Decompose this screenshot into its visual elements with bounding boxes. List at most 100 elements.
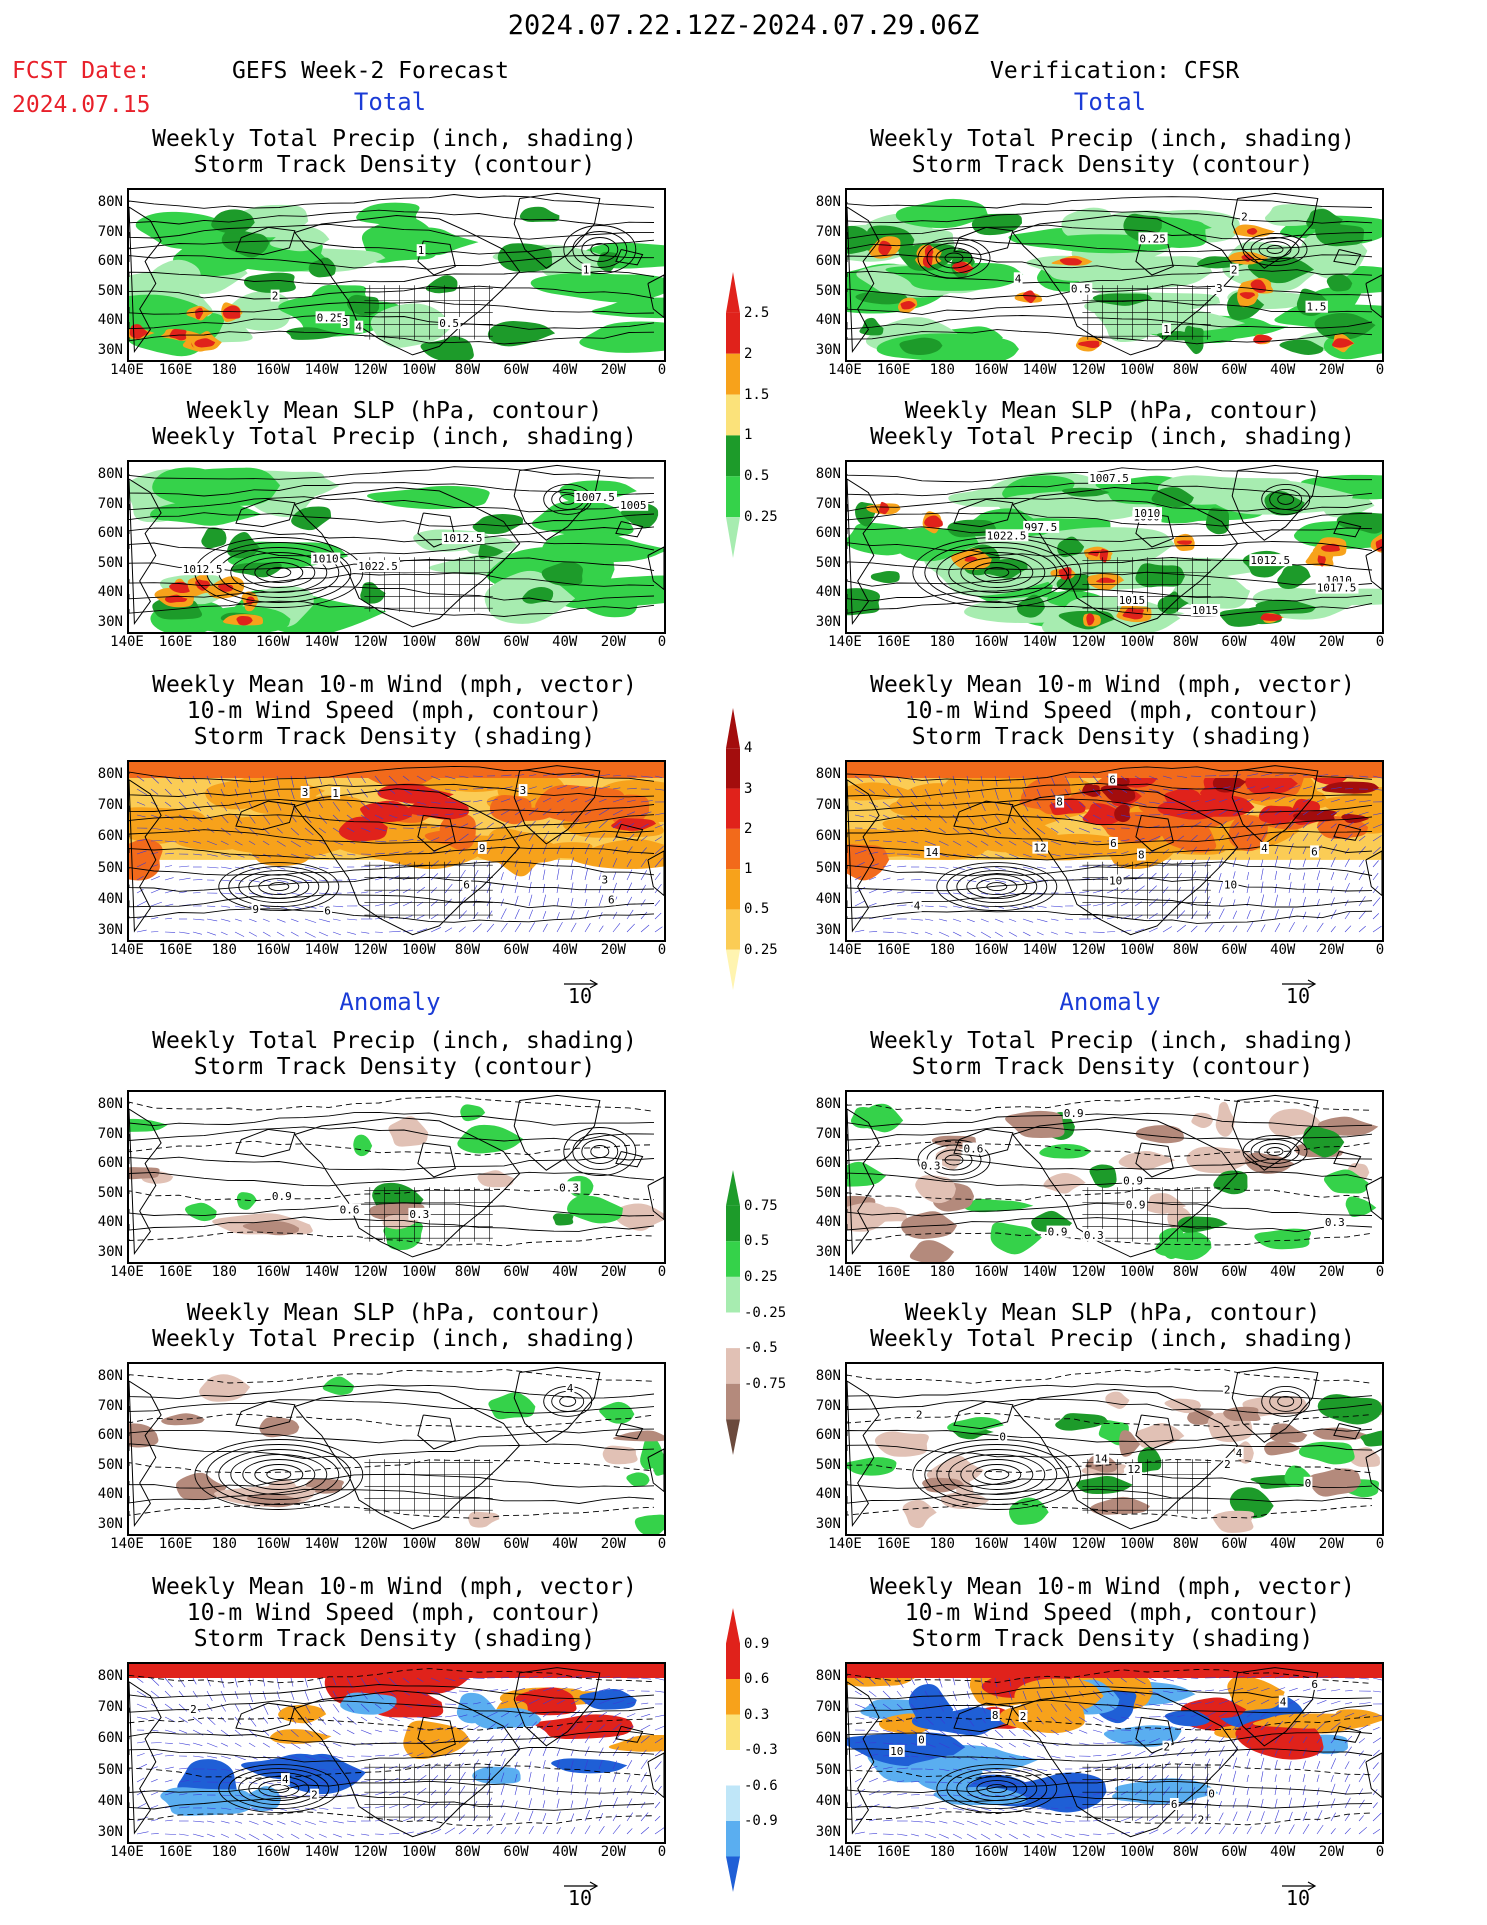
wind-vector bbox=[304, 892, 313, 895]
lon-tick-label: 20W bbox=[1318, 362, 1344, 378]
wind-vector bbox=[570, 897, 574, 907]
wind-vector bbox=[304, 918, 317, 923]
wind-vector bbox=[1106, 1729, 1115, 1732]
wind-vector bbox=[1330, 1749, 1336, 1757]
lat-tick-label: 30N bbox=[97, 1516, 123, 1532]
wind-vector bbox=[206, 1807, 216, 1809]
lon-tick-label: 100W bbox=[401, 1536, 436, 1552]
coastline bbox=[1231, 1094, 1319, 1171]
wind-vector bbox=[542, 797, 552, 803]
wind-vector bbox=[584, 810, 592, 816]
coastline bbox=[513, 1667, 601, 1747]
shading-patch bbox=[1187, 1408, 1215, 1425]
lat-tick-label: 70N bbox=[97, 223, 123, 240]
wind-vector bbox=[486, 1773, 491, 1783]
contour-line bbox=[129, 1763, 655, 1780]
wind-vector bbox=[360, 1833, 370, 1836]
wind-vector bbox=[1358, 1788, 1364, 1796]
wind-vector bbox=[1120, 1763, 1132, 1770]
contour-label: 2 bbox=[1231, 264, 1238, 277]
wind-vector bbox=[626, 1785, 632, 1796]
lon-tick-label: 40W bbox=[552, 634, 578, 650]
wind-vector bbox=[472, 885, 478, 894]
shading-patch bbox=[900, 300, 916, 310]
wind-vector bbox=[332, 853, 343, 857]
wind-vector bbox=[1036, 931, 1044, 936]
wind-vector bbox=[150, 1791, 159, 1796]
wind-vector bbox=[1372, 846, 1381, 855]
wind-vector bbox=[332, 775, 337, 786]
wind-vector bbox=[654, 1785, 662, 1796]
wind-vector bbox=[542, 1698, 554, 1705]
contour-line bbox=[129, 1188, 655, 1202]
wind-vector bbox=[910, 931, 919, 935]
wind-vector bbox=[1120, 1752, 1131, 1757]
contour-line bbox=[847, 877, 1373, 892]
wind-vector bbox=[952, 1807, 964, 1811]
shading-patch bbox=[519, 206, 560, 222]
wind-vector bbox=[980, 1833, 991, 1840]
wind-vector bbox=[402, 901, 412, 907]
closed-contour bbox=[948, 552, 1046, 593]
wind-vector bbox=[262, 892, 273, 896]
wind-vector bbox=[1176, 824, 1185, 829]
shading-patch bbox=[874, 1431, 929, 1457]
wind-vector bbox=[994, 853, 1005, 859]
wind-vector bbox=[1344, 899, 1349, 907]
wind-vector bbox=[966, 1742, 976, 1749]
contour-line bbox=[847, 1412, 1373, 1428]
wind-vector bbox=[1330, 1711, 1342, 1718]
wind-vector bbox=[1050, 1820, 1062, 1824]
panel-title-line: Weekly Mean 10-m Wind (mph, vector) bbox=[152, 672, 637, 698]
wind-vector bbox=[1372, 1727, 1380, 1731]
wind-vector bbox=[136, 801, 146, 806]
panel-title-line: Weekly Mean 10-m Wind (mph, vector) bbox=[152, 1574, 637, 1600]
wind-vector bbox=[1358, 1826, 1367, 1835]
wind-vector bbox=[1064, 1820, 1075, 1823]
coastline bbox=[647, 274, 664, 319]
wind-vector bbox=[234, 1781, 244, 1784]
wind-vector bbox=[248, 1729, 257, 1738]
contour-line bbox=[847, 299, 1373, 315]
wind-vector bbox=[276, 827, 283, 834]
wind-vector bbox=[1050, 1768, 1059, 1770]
wind-vector bbox=[1232, 1699, 1243, 1705]
contour-line bbox=[129, 1717, 655, 1731]
wind-vector bbox=[556, 921, 563, 933]
wind-vector bbox=[1316, 1700, 1327, 1705]
wind-vector bbox=[938, 788, 943, 798]
wind-vector bbox=[896, 1767, 909, 1770]
colorbar-storm_anom bbox=[726, 1608, 740, 1896]
wind-vector bbox=[1092, 1677, 1101, 1688]
lon-tick-label: 140W bbox=[1022, 362, 1057, 378]
shading-patch bbox=[907, 1755, 983, 1792]
wind-vector bbox=[416, 775, 427, 782]
wind-vector bbox=[952, 775, 956, 786]
wind-vector bbox=[1288, 833, 1294, 842]
shading-patch bbox=[878, 501, 890, 515]
colorbar-tick-label: 0.25 bbox=[744, 509, 778, 526]
wind-vector bbox=[136, 1831, 149, 1835]
wind-vector bbox=[1190, 1701, 1202, 1705]
wind-vector bbox=[360, 904, 371, 907]
wind-vector bbox=[500, 774, 512, 777]
wind-vector bbox=[178, 1742, 191, 1746]
wind-vector bbox=[346, 1716, 357, 1725]
lon-tick-label: 20W bbox=[600, 1536, 626, 1552]
wind-vector bbox=[164, 1766, 174, 1770]
panel-title-line: Weekly Mean SLP (hPa, contour) bbox=[904, 1300, 1321, 1326]
coastline bbox=[513, 192, 601, 269]
wind-vector bbox=[514, 1688, 526, 1692]
wind-vector bbox=[1288, 843, 1294, 855]
closed-contour bbox=[936, 862, 1058, 912]
wind-vector bbox=[1106, 814, 1115, 818]
wind-vector bbox=[1372, 835, 1382, 842]
coastline bbox=[647, 1176, 664, 1221]
shading-patch bbox=[1014, 1678, 1104, 1712]
wind-vector bbox=[1036, 1794, 1048, 1797]
wind-vector bbox=[980, 801, 986, 812]
wind-vector bbox=[952, 1820, 965, 1825]
lon-tick-label: 40W bbox=[1270, 942, 1296, 958]
coastline bbox=[1012, 1690, 1239, 1838]
